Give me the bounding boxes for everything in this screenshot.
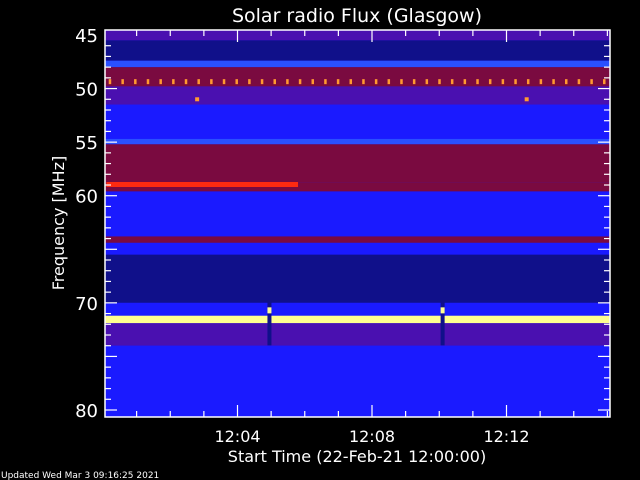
spike-mark [501, 79, 505, 85]
spike-mark [552, 79, 555, 85]
x-axis-label: Start Time (22-Feb-21 12:00:00) [228, 447, 486, 466]
frequency-band [105, 254, 610, 303]
spike-mark [590, 79, 593, 85]
spike-mark [400, 79, 403, 85]
frequency-band [105, 242, 610, 255]
frequency-band [105, 236, 610, 243]
frequency-band [105, 40, 610, 61]
frequency-band [105, 30, 610, 41]
frequency-band [105, 67, 610, 87]
spike-mark [463, 79, 467, 85]
frequency-band [105, 104, 610, 139]
x-tick-label: 12:08 [349, 427, 395, 446]
spike-mark [298, 79, 302, 85]
spike-mark [324, 79, 327, 85]
plot-area [105, 30, 610, 417]
spike-mark [273, 79, 276, 85]
y-tick-label: 50 [75, 80, 98, 101]
spike-mark [197, 79, 200, 85]
spike-mark [387, 79, 391, 85]
spike-mark [184, 79, 188, 85]
spike-mark [577, 79, 581, 85]
spike-mark [336, 79, 340, 85]
spike-mark [425, 79, 429, 85]
spike-mark [286, 79, 289, 85]
spot-mark [524, 97, 529, 102]
partial-band-mark [106, 182, 299, 187]
spike-mark [260, 79, 264, 85]
frequency-band [105, 138, 610, 145]
frequency-band [105, 60, 610, 68]
burst-mark [267, 307, 272, 314]
spike-mark [172, 79, 175, 85]
y-tick-label: 45 [75, 26, 98, 47]
spike-mark [210, 79, 213, 85]
updated-timestamp: Updated Wed Mar 3 09:16:25 2021 [1, 471, 159, 480]
y-tick-label: 60 [75, 187, 98, 208]
frequency-band [105, 191, 610, 237]
spike-mark [412, 79, 416, 85]
spike-mark [450, 79, 454, 85]
burst-column [440, 265, 445, 346]
frequency-band [105, 86, 610, 105]
spike-mark [539, 79, 543, 85]
x-tick-label: 12:04 [214, 427, 260, 446]
frequency-band [105, 315, 610, 324]
plot-frame [104, 29, 611, 418]
spike-mark [134, 79, 137, 85]
spike-mark [374, 79, 378, 85]
x-tick-label: 12:12 [483, 427, 529, 446]
frequency-band [105, 144, 610, 183]
y-tick-label: 70 [75, 294, 98, 315]
chart-title: Solar radio Flux (Glasgow) [232, 5, 482, 27]
spike-mark [488, 79, 492, 85]
spike-mark [603, 79, 606, 85]
spike-mark [564, 79, 568, 85]
spike-mark [526, 79, 530, 85]
spike-mark [349, 79, 353, 85]
spot-mark [195, 97, 200, 102]
y-tick-label: 55 [75, 133, 98, 154]
spike-mark [121, 79, 124, 85]
spike-mark [159, 79, 162, 85]
spike-mark [311, 79, 315, 85]
frequency-band [105, 182, 610, 192]
frequency-band [105, 323, 610, 346]
y-axis-label: Frequency [MHz] [49, 156, 68, 290]
spike-mark [438, 79, 441, 85]
spike-mark [108, 79, 112, 85]
spike-mark [514, 79, 517, 85]
y-tick-label: 80 [75, 401, 98, 422]
spike-mark [235, 79, 238, 85]
spike-mark [362, 79, 365, 85]
burst-column [267, 265, 272, 346]
spike-mark [248, 79, 251, 85]
burst-mark [440, 307, 445, 314]
spike-mark [146, 79, 150, 85]
spike-mark [476, 79, 479, 85]
spike-mark [222, 79, 226, 85]
frequency-band [105, 302, 610, 316]
frequency-band [105, 345, 610, 417]
